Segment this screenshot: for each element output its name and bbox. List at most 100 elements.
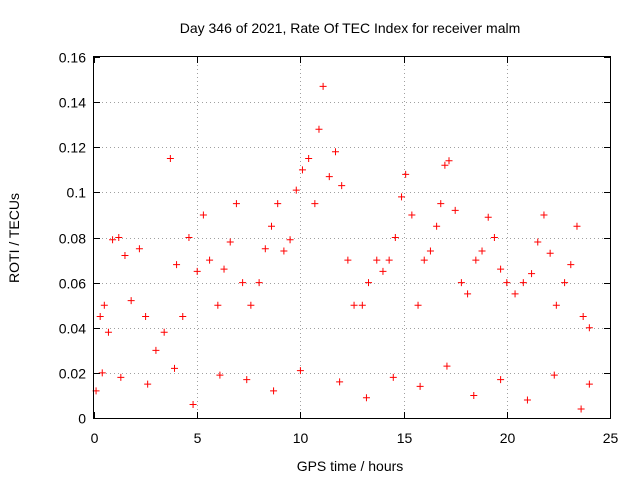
data-point <box>365 279 373 287</box>
data-point <box>433 222 441 230</box>
data-point <box>534 238 542 246</box>
data-point <box>344 256 352 264</box>
data-point <box>391 234 399 241</box>
data-point <box>420 256 428 264</box>
data-point <box>523 396 531 404</box>
data-point <box>511 290 519 298</box>
data-point <box>261 245 269 253</box>
data-point <box>189 400 197 408</box>
data-point <box>206 256 214 264</box>
data-point <box>577 405 585 413</box>
y-tick-label: 0.02 <box>59 366 86 382</box>
y-tick-label: 0.12 <box>59 140 86 156</box>
data-point <box>104 328 112 336</box>
data-point <box>426 247 434 255</box>
data-point <box>255 279 263 287</box>
data-point <box>389 373 397 381</box>
data-point <box>336 378 344 386</box>
data-point <box>166 155 174 163</box>
x-tick-label: 25 <box>603 430 619 446</box>
data-point <box>519 279 527 287</box>
data-point <box>117 373 125 381</box>
y-tick-label: 0.1 <box>67 185 87 201</box>
data-point <box>193 267 201 275</box>
data-point <box>185 234 193 241</box>
data-point <box>216 371 224 379</box>
data-point <box>173 261 181 269</box>
data-point <box>437 200 445 208</box>
x-tick-label: 15 <box>397 430 413 446</box>
data-point <box>115 234 123 241</box>
data-point <box>362 394 370 402</box>
data-point <box>331 148 339 156</box>
data-point <box>416 382 424 390</box>
data-point <box>503 279 511 287</box>
data-point <box>552 301 560 309</box>
data-point <box>144 380 152 388</box>
x-tick-label: 5 <box>194 430 202 446</box>
y-tick-label: 0.06 <box>59 276 86 292</box>
data-point <box>199 211 207 219</box>
data-point <box>280 247 288 255</box>
data-point <box>96 312 104 320</box>
data-point <box>311 200 319 208</box>
data-point <box>472 256 480 264</box>
data-point <box>270 387 278 395</box>
data-point <box>179 312 187 320</box>
plot-frame <box>93 56 611 419</box>
data-point <box>226 238 234 246</box>
data-point <box>152 346 160 354</box>
x-tick-label: 0 <box>91 430 99 446</box>
data-point <box>142 312 150 320</box>
data-point <box>561 279 569 287</box>
data-point <box>338 182 346 190</box>
data-point <box>484 213 492 221</box>
data-point <box>100 301 108 309</box>
data-point <box>305 155 313 163</box>
data-point <box>464 290 472 298</box>
data-point <box>298 166 306 174</box>
data-point <box>220 265 228 273</box>
data-point <box>528 270 536 278</box>
data-point <box>573 222 581 230</box>
data-point <box>214 301 222 309</box>
data-point <box>451 206 459 214</box>
data-point <box>286 236 294 244</box>
y-tick-label: 0.16 <box>59 50 86 66</box>
data-point <box>385 256 393 264</box>
data-point <box>319 82 327 90</box>
data-point <box>274 200 282 208</box>
data-point <box>292 186 300 194</box>
data-point <box>567 261 575 269</box>
data-point <box>160 328 168 336</box>
data-point <box>243 376 251 384</box>
data-point <box>325 173 333 181</box>
data-point <box>373 256 381 264</box>
axis-ticks: 0 0.02 0.04 0.06 0.08 0.1 0.12 0.14 0.16 0 5 10 15 20… <box>59 50 619 447</box>
data-point <box>550 371 558 379</box>
data-point <box>490 234 498 241</box>
chart-title: Day 346 of 2021, Rate Of TEC Index for r… <box>180 20 521 36</box>
data-point <box>497 376 505 384</box>
data-point <box>445 157 453 165</box>
data-points <box>92 82 593 413</box>
data-point <box>135 245 143 253</box>
data-point <box>478 247 486 255</box>
data-point <box>457 279 465 287</box>
data-point <box>546 249 554 257</box>
y-axis-label: ROTI / TECUs <box>6 193 22 283</box>
data-point <box>358 301 366 309</box>
x-axis-label: GPS time / hours <box>297 458 404 474</box>
y-tick-label: 0.08 <box>59 231 86 247</box>
data-point <box>239 279 247 287</box>
data-point <box>109 236 117 244</box>
data-point <box>121 252 129 260</box>
x-tick-label: 10 <box>293 430 309 446</box>
data-point <box>441 161 449 169</box>
data-point <box>268 222 276 230</box>
data-point <box>540 211 548 219</box>
data-point <box>414 301 422 309</box>
data-point <box>402 170 410 178</box>
data-point <box>98 369 106 377</box>
